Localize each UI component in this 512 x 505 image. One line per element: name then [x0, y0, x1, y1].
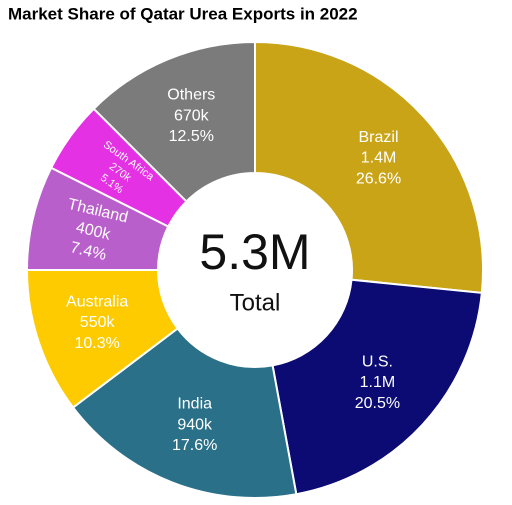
percent-label: 10.3%: [74, 335, 119, 352]
percent-label: 20.5%: [355, 395, 400, 412]
category-label: Brazil: [358, 129, 398, 146]
slice-label: U.S. 1.1M 20.5%: [355, 353, 400, 412]
amount-label: 670k: [174, 107, 210, 124]
category-label: U.S.: [362, 353, 393, 370]
slice: [254, 40, 484, 294]
amount-label: 1.1M: [360, 374, 396, 391]
slice-label: India 940k 17.6%: [172, 396, 217, 455]
center-label: 5.3M: [199, 224, 310, 280]
percent-label: 17.6%: [172, 437, 217, 454]
percent-label: 26.6%: [356, 170, 401, 187]
percent-label: 12.5%: [169, 128, 214, 145]
slice-label: Australia 550k 10.3%: [66, 293, 128, 352]
amount-label: 1.4M: [361, 150, 397, 167]
center-sublabel: Total: [230, 289, 281, 316]
slice: [92, 40, 256, 203]
slice-label: Others 670k 12.5%: [167, 87, 215, 146]
category-label: Australia: [66, 293, 128, 310]
slice: [71, 327, 298, 499]
category-label: Others: [167, 87, 215, 104]
amount-label: 550k: [80, 314, 116, 331]
slice-label: Brazil 1.4M 26.6%: [356, 129, 401, 188]
chart-title: Market Share of Qatar Urea Exports in 20…: [8, 4, 358, 23]
amount-label: 940k: [177, 416, 213, 433]
category-label: India: [177, 396, 212, 413]
slice: [271, 278, 483, 496]
